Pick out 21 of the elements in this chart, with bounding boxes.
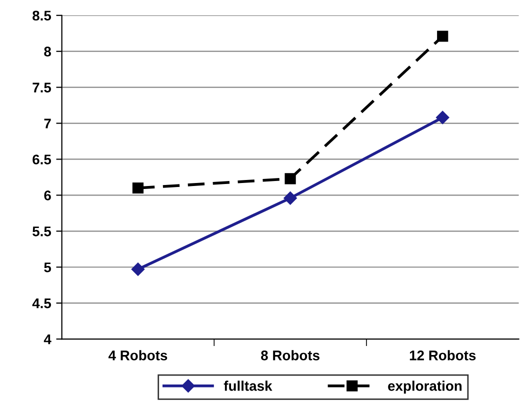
y-tick-label: 5: [44, 262, 52, 272]
x-tick-label: 12 Robots: [410, 350, 476, 360]
y-tick-label: 4.5: [32, 298, 52, 308]
y-tick-label: 5.5: [32, 226, 52, 236]
y-tick-label: 8.5: [32, 10, 52, 21]
point: [132, 182, 144, 194]
y-tick-label: 7.5: [32, 82, 52, 92]
x-tick-label: 4 Robots: [108, 350, 168, 360]
y-tick-label: 6: [44, 190, 51, 200]
point: [284, 191, 297, 205]
y-tick-label: 4: [44, 334, 52, 344]
legend-label: exploration: [388, 380, 462, 394]
point: [436, 110, 450, 124]
y-tick-label: 8: [44, 46, 51, 57]
point: [437, 30, 448, 42]
point: [131, 262, 145, 276]
y-tick-label: 7: [44, 118, 51, 128]
x-tick-label: 8 Robots: [261, 350, 320, 360]
legend-label: fulltask: [224, 380, 272, 391]
y-tick-label: 6.5: [32, 154, 52, 164]
point: [284, 173, 296, 184]
